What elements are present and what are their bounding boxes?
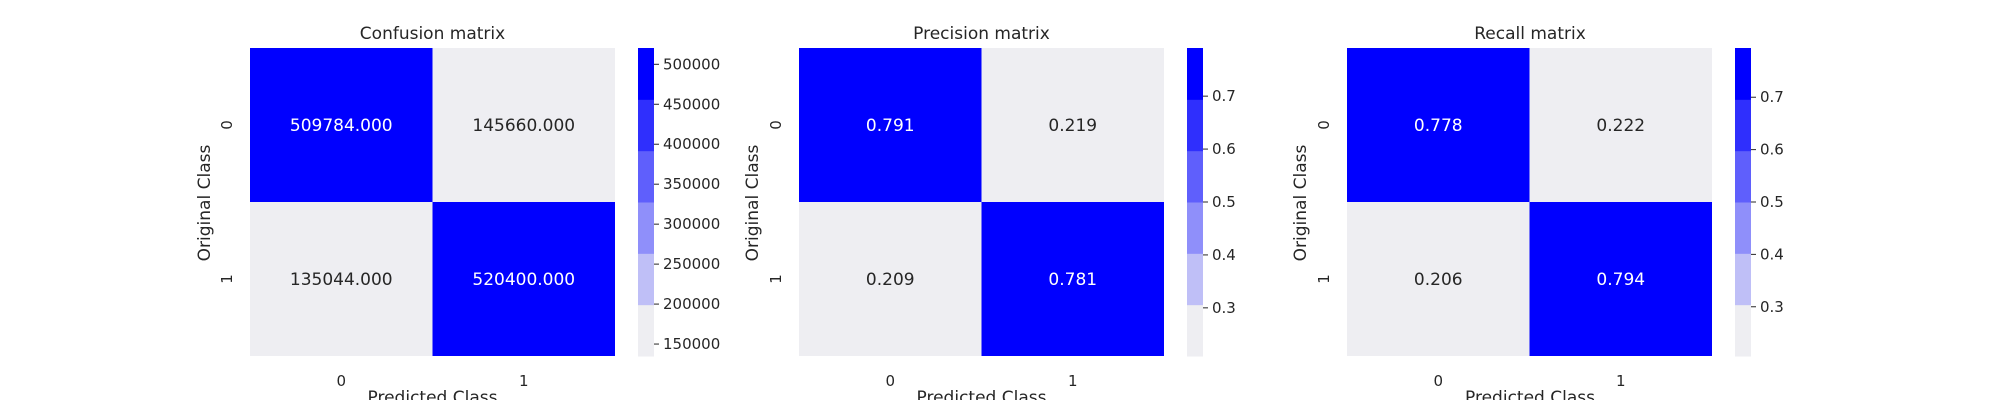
precision-matrix-xtick-0: 0	[885, 372, 895, 390]
precision-matrix-colorbar-tick-label-2: 0.5	[1212, 193, 1236, 211]
recall-matrix-colorbar-segment-3	[1735, 150, 1751, 203]
confusion-matrix-colorbar-tick-label-3: 300000	[663, 215, 720, 233]
recall-matrix-colorbar-segment-1	[1735, 253, 1751, 306]
recall-matrix-colorbar-tick-label-0: 0.3	[1760, 298, 1784, 316]
recall-matrix-colorbar-segment-4	[1735, 99, 1751, 152]
confusion-matrix-colorbar-tick-label-4: 350000	[663, 175, 720, 193]
recall-matrix-colorbar-segment-5	[1735, 48, 1751, 100]
confusion-matrix-cell-label-1-0: 135044.000	[290, 270, 393, 290]
recall-matrix-cell-0-0	[1347, 48, 1530, 202]
recall-matrix-cell-label-0-0: 0.778	[1414, 116, 1463, 136]
recall-matrix-ylabel: Original Class	[1291, 145, 1311, 262]
precision-matrix-colorbar-tick-label-0: 0.3	[1212, 299, 1236, 317]
confusion-matrix-colorbar-segment-4	[638, 99, 654, 152]
recall-matrix-panel: Recall matrix Predicted Class Original C…	[1291, 24, 1784, 400]
precision-matrix-cell-label-1-1: 0.781	[1048, 270, 1097, 290]
recall-matrix-cell-0-1	[1529, 48, 1712, 202]
recall-matrix-ytick-0: 0	[1315, 120, 1333, 130]
recall-matrix-cell-label-1-1: 0.794	[1596, 270, 1645, 290]
precision-matrix-xlabel: Predicted Class	[917, 388, 1047, 400]
precision-matrix-colorbar-segment-4	[1187, 99, 1203, 152]
precision-matrix-panel: Precision matrix Predicted Class Origina…	[743, 24, 1236, 400]
confusion-matrix-colorbar-tick-label-6: 450000	[663, 95, 720, 113]
confusion-matrix-title: Confusion matrix	[360, 24, 505, 44]
confusion-matrix-cell-1-0	[250, 202, 433, 356]
confusion-matrix-colorbar-segment-5	[638, 48, 654, 100]
recall-matrix-cell-1-0	[1347, 202, 1530, 356]
recall-matrix-colorbar-tick-label-3: 0.6	[1760, 141, 1784, 159]
precision-matrix-ylabel: Original Class	[743, 145, 763, 262]
precision-matrix-colorbar-segment-1	[1187, 253, 1203, 306]
precision-matrix-colorbar-segment-0	[1187, 304, 1203, 357]
precision-matrix-cell-1-0	[799, 202, 982, 356]
confusion-matrix-cell-1-1	[432, 202, 615, 356]
recall-matrix-cell-label-0-1: 0.222	[1596, 116, 1645, 136]
precision-matrix-ytick-0: 0	[767, 120, 785, 130]
recall-matrix-colorbar-segment-2	[1735, 202, 1751, 254]
precision-matrix-cell-label-1-0: 0.209	[866, 270, 915, 290]
confusion-matrix-ytick-1: 1	[218, 274, 236, 284]
confusion-matrix-cell-label-0-0: 509784.000	[290, 116, 393, 136]
confusion-matrix-colorbar-tick-label-2: 250000	[663, 255, 720, 273]
precision-matrix-cell-1-1	[981, 202, 1164, 356]
recall-matrix-ytick-1: 1	[1315, 274, 1333, 284]
recall-matrix-xtick-1: 1	[1616, 372, 1626, 390]
confusion-matrix-colorbar-segment-3	[638, 150, 654, 203]
confusion-matrix-colorbar-tick-label-7: 500000	[663, 55, 720, 73]
precision-matrix-cell-0-1	[981, 48, 1164, 202]
precision-matrix-ytick-1: 1	[767, 274, 785, 284]
confusion-matrix-ylabel: Original Class	[195, 145, 215, 262]
confusion-matrix-colorbar-segment-0	[638, 304, 654, 357]
recall-matrix-xtick-0: 0	[1433, 372, 1443, 390]
confusion-matrix-ytick-0: 0	[218, 120, 236, 130]
confusion-matrix-cell-0-0	[250, 48, 433, 202]
precision-matrix-xtick-1: 1	[1068, 372, 1078, 390]
recall-matrix-colorbar-tick-label-4: 0.7	[1760, 88, 1784, 106]
recall-matrix-cell-1-1	[1529, 202, 1712, 356]
precision-matrix-colorbar-segment-5	[1187, 48, 1203, 100]
confusion-matrix-xlabel: Predicted Class	[368, 388, 498, 400]
recall-matrix-colorbar-tick-label-2: 0.5	[1760, 193, 1784, 211]
confusion-matrix-panel: Confusion matrix Predicted Class Origina…	[195, 24, 720, 400]
recall-matrix-cell-label-1-0: 0.206	[1414, 270, 1463, 290]
confusion-matrix-cell-label-1-1: 520400.000	[472, 270, 575, 290]
confusion-matrix-cell-0-1	[432, 48, 615, 202]
precision-matrix-title: Precision matrix	[913, 24, 1050, 44]
confusion-matrix-xtick-0: 0	[336, 372, 346, 390]
precision-matrix-cell-label-0-1: 0.219	[1048, 116, 1097, 136]
confusion-matrix-colorbar-segment-1	[638, 253, 654, 306]
precision-matrix-colorbar-tick-label-3: 0.6	[1212, 140, 1236, 158]
precision-matrix-colorbar-tick-label-4: 0.7	[1212, 87, 1236, 105]
recall-matrix-colorbar-segment-0	[1735, 304, 1751, 357]
confusion-matrix-xtick-1: 1	[519, 372, 529, 390]
precision-matrix-colorbar-segment-2	[1187, 202, 1203, 254]
recall-matrix-title: Recall matrix	[1474, 24, 1586, 44]
precision-matrix-colorbar-tick-label-1: 0.4	[1212, 246, 1236, 264]
confusion-matrix-cell-label-0-1: 145660.000	[472, 116, 575, 136]
confusion-matrix-colorbar-tick-label-0: 150000	[663, 335, 720, 353]
confusion-matrix-colorbar-segment-2	[638, 202, 654, 254]
recall-matrix-xlabel: Predicted Class	[1465, 388, 1595, 400]
confusion-matrix-colorbar-tick-label-5: 400000	[663, 135, 720, 153]
recall-matrix-colorbar-tick-label-1: 0.4	[1760, 245, 1784, 263]
precision-matrix-cell-0-0	[799, 48, 982, 202]
precision-matrix-colorbar-segment-3	[1187, 150, 1203, 203]
precision-matrix-cell-label-0-0: 0.791	[866, 116, 915, 136]
confusion-matrix-colorbar-tick-label-1: 200000	[663, 295, 720, 313]
